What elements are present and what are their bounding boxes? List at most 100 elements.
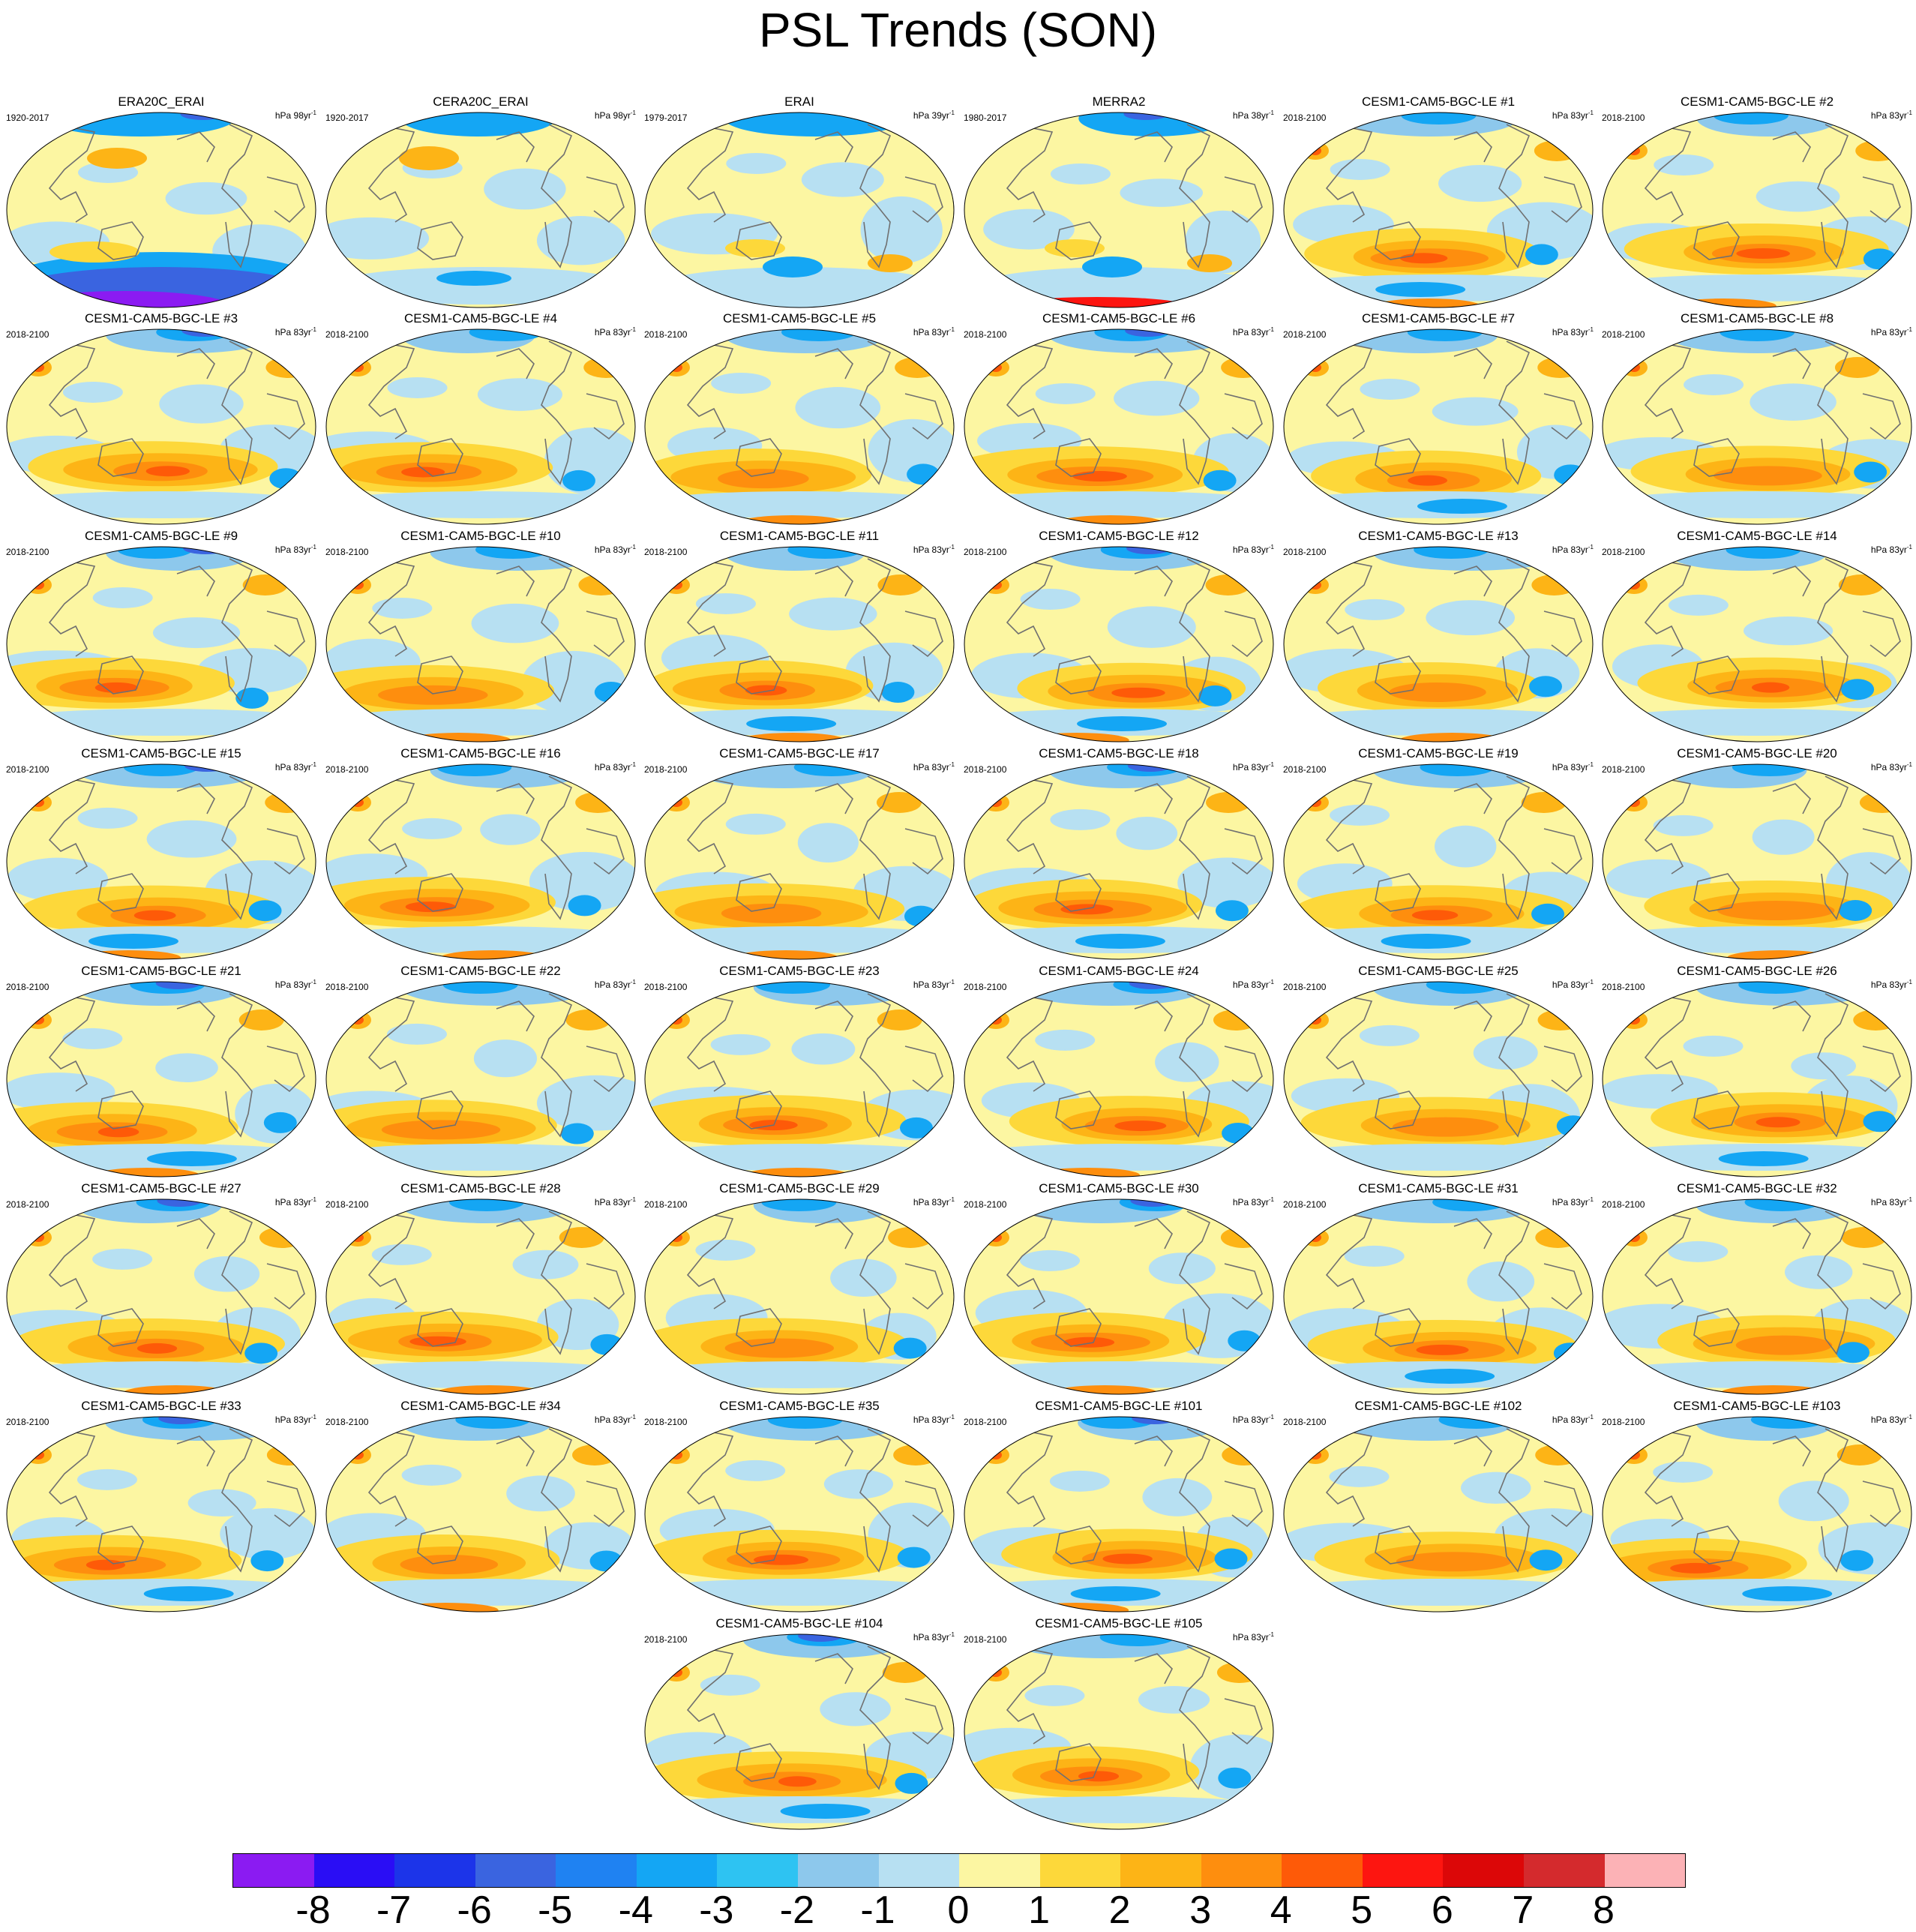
panel-period: 1920-2017 — [325, 112, 369, 123]
panel-title: CESM1-CAM5-BGC-LE #24 — [1039, 964, 1199, 978]
negative-anomaly-region — [899, 1117, 933, 1138]
panel-period: 2018-2100 — [1602, 1199, 1645, 1210]
antarctic-region — [740, 733, 846, 742]
negative-anomaly-region — [1020, 588, 1081, 610]
negative-anomaly-region — [1228, 1330, 1261, 1352]
panel-title: CESM1-CAM5-BGC-LE #28 — [400, 1181, 561, 1196]
negative-anomaly-region — [789, 597, 877, 631]
map-border — [1283, 981, 1594, 1178]
arctic-low-region — [157, 1199, 202, 1207]
psl-trend-map — [325, 546, 636, 742]
negative-anomaly-region — [1438, 164, 1522, 202]
negative-anomaly-region — [371, 1244, 432, 1265]
panel-units: hPa 83yr-1 — [274, 979, 316, 990]
negative-anomaly-region — [1467, 1262, 1535, 1302]
colorbar-tick-label: -4 — [618, 1888, 653, 1932]
panel-title: CESM1-CAM5-BGC-LE #2 — [1680, 94, 1834, 109]
negative-anomaly-region — [1426, 600, 1516, 636]
coastline — [1325, 558, 1582, 703]
panel-period: 2018-2100 — [644, 1199, 688, 1210]
panel-title: CESM1-CAM5-BGC-LE #17 — [719, 746, 880, 760]
panel-period: 2018-2100 — [6, 764, 49, 775]
colorbar-tick-label: 2 — [1108, 1888, 1131, 1932]
southern-ocean-region — [1417, 499, 1507, 514]
positive-anomaly-region — [1216, 1662, 1262, 1683]
panel-period: 2018-2100 — [964, 764, 1007, 775]
colorbar-bin — [475, 1854, 556, 1887]
negative-anomaly-region — [1791, 1052, 1856, 1080]
southern-high-region — [718, 469, 809, 489]
colorbar-bin — [878, 1854, 960, 1887]
negative-anomaly-region — [1215, 900, 1249, 922]
negative-anomaly-region — [1554, 464, 1588, 486]
map-panel: CESM1-CAM5-BGC-LE #10 2018-2100 hPa 83yr-1 — [324, 529, 637, 746]
panel-title: CESM1-CAM5-BGC-LE #33 — [81, 1399, 241, 1413]
panel-units: hPa 83yr-1 — [1232, 1196, 1274, 1208]
positive-anomaly-region — [1537, 357, 1583, 378]
coastline — [686, 124, 943, 268]
psl-trend-map — [964, 764, 1274, 960]
map-panel: CESM1-CAM5-BGC-LE #26 2018-2100 hPa 83yr-1 — [1600, 964, 1914, 1181]
negative-anomaly-region — [235, 687, 269, 709]
map-border — [6, 546, 316, 742]
southern-high-region — [136, 1342, 178, 1354]
southern-high-region — [1408, 475, 1447, 486]
psl-trend-map — [1602, 546, 1912, 742]
southern-high-region — [381, 1120, 501, 1140]
antarctic-region — [744, 1168, 850, 1177]
negative-anomaly-region — [695, 592, 756, 614]
panel-units: hPa 83yr-1 — [1552, 326, 1594, 338]
colorbar-bin — [1201, 1854, 1282, 1887]
arctic-low-region — [1099, 1634, 1175, 1646]
map-border — [6, 328, 316, 525]
antarctic-region — [1399, 733, 1505, 742]
coastline — [367, 340, 625, 485]
panel-units: hPa 83yr-1 — [913, 761, 955, 772]
southern-ocean-region — [1718, 1151, 1809, 1166]
negative-anomaly-region — [1116, 817, 1178, 850]
panel-units: hPa 83yr-1 — [1870, 544, 1912, 555]
panel-title: CESM1-CAM5-BGC-LE #25 — [1358, 964, 1519, 978]
panel-period: 2018-2100 — [1602, 982, 1645, 992]
southern-ocean-region — [1082, 256, 1142, 278]
panel-title: CESM1-CAM5-BGC-LE #20 — [1677, 746, 1837, 760]
negative-anomaly-region — [480, 814, 541, 845]
map-border — [325, 764, 636, 960]
antarctic-region — [1720, 1385, 1826, 1394]
southern-high-region — [778, 1776, 817, 1787]
panel-units: hPa 83yr-1 — [1552, 1196, 1594, 1208]
arctic-low-region — [1750, 1417, 1826, 1429]
arctic-low-region — [1732, 764, 1807, 776]
negative-anomaly-region — [1854, 461, 1888, 483]
panel-title: ERA20C_ERAI — [118, 94, 205, 109]
panel-title: CESM1-CAM5-BGC-LE #29 — [719, 1181, 880, 1196]
colorbar-bin — [1524, 1854, 1605, 1887]
negative-anomaly-region — [1020, 1250, 1081, 1271]
panel-title: CESM1-CAM5-BGC-LE #6 — [1042, 311, 1196, 326]
psl-trend-map — [964, 1198, 1274, 1395]
panel-period: 2018-2100 — [1283, 1199, 1327, 1210]
panel-units: hPa 83yr-1 — [1552, 544, 1594, 555]
positive-anomaly-region — [1206, 792, 1252, 813]
panel-units: hPa 83yr-1 — [1870, 761, 1912, 772]
negative-anomaly-region — [1360, 378, 1420, 400]
negative-anomaly-region — [860, 196, 943, 264]
panel-period: 2018-2100 — [644, 982, 688, 992]
negative-anomaly-region — [1142, 1478, 1213, 1516]
panel-units: hPa 83yr-1 — [913, 1196, 955, 1208]
colorbar-bin — [959, 1854, 1040, 1887]
map-border — [964, 981, 1274, 1178]
arctic-low-region — [1018, 982, 1205, 1006]
negative-anomaly-region — [1654, 154, 1714, 176]
positive-anomaly-region — [265, 357, 311, 378]
panel-title: CESM1-CAM5-BGC-LE #103 — [1673, 1399, 1841, 1413]
coastline — [686, 1210, 943, 1355]
map-panel: CESM1-CAM5-BGC-LE #20 2018-2100 hPa 83yr-1 — [1600, 746, 1914, 964]
negative-anomaly-region — [387, 376, 448, 398]
psl-trend-map — [325, 1416, 636, 1612]
panel-title: CESM1-CAM5-BGC-LE #14 — [1677, 529, 1837, 543]
negative-anomaly-region — [92, 1248, 153, 1270]
negative-anomaly-region — [155, 1053, 218, 1083]
psl-trend-map — [644, 112, 955, 308]
coastline — [1006, 340, 1263, 485]
